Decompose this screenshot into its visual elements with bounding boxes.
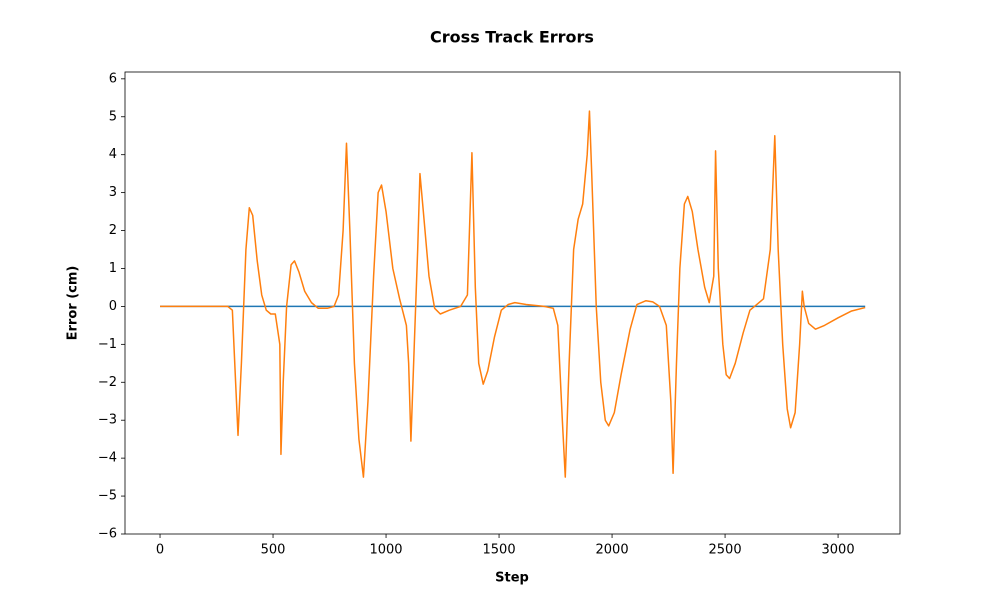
x-axis-label: Step [495, 571, 529, 586]
y-tick-label: 5 [109, 109, 117, 124]
y-tick-label: −6 [98, 527, 117, 542]
y-tick-label: −1 [98, 337, 117, 352]
y-axis-label: Error (cm) [66, 266, 81, 341]
y-tick-label: −3 [98, 413, 117, 428]
y-tick-label: 1 [109, 261, 117, 276]
x-tick-label: 0 [156, 543, 164, 558]
y-tick-label: −2 [98, 375, 117, 390]
y-tick-label: 4 [109, 147, 117, 162]
chart-title: Cross Track Errors [430, 28, 594, 47]
plot-frame [124, 71, 901, 535]
x-tick-label: 1500 [483, 543, 516, 558]
x-tick-label: 3000 [822, 543, 855, 558]
y-tick-label: 3 [109, 185, 117, 200]
y-tick-label: 2 [109, 223, 117, 238]
y-tick-label: −4 [98, 451, 117, 466]
x-tick-label: 1000 [369, 543, 402, 558]
y-tick-label: 0 [109, 299, 117, 314]
y-tick-label: 6 [109, 71, 117, 86]
x-tick-label: 2000 [596, 543, 629, 558]
x-tick-label: 500 [261, 543, 286, 558]
line-series [160, 110, 866, 478]
x-tick-label: 2500 [709, 543, 742, 558]
y-tick-label: −5 [98, 489, 117, 504]
